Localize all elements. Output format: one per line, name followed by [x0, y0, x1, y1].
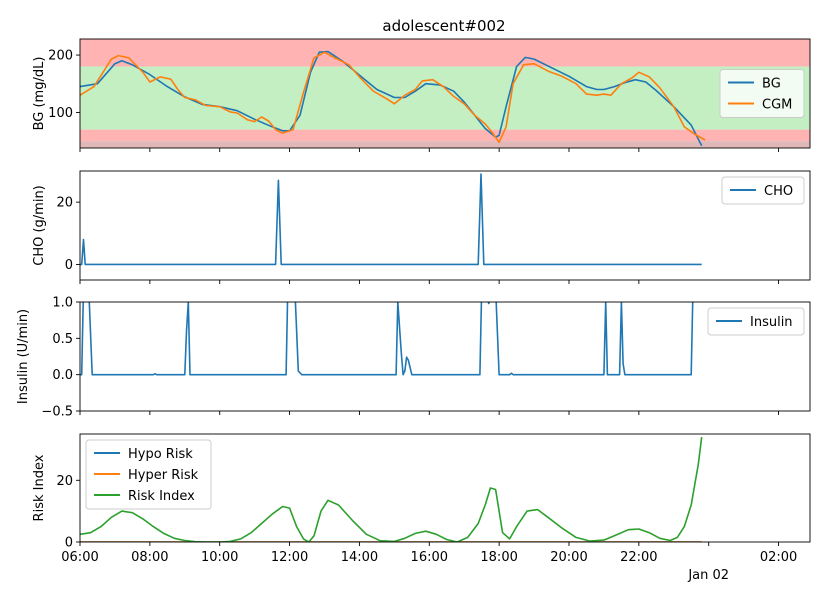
- axes-frame: [79, 170, 811, 281]
- legend: Hypo Risk Hyper Risk Risk Index: [85, 439, 212, 510]
- axes-frame: [79, 38, 811, 149]
- legend-label: Insulin: [750, 315, 793, 330]
- x-tick-label: 20:00: [550, 550, 587, 565]
- y-tick-label: 0: [65, 536, 73, 551]
- y-tick-label: 200: [48, 49, 73, 64]
- legend: CHO: [721, 176, 805, 205]
- y-axis-label: Risk Index: [32, 454, 47, 521]
- legend-label: CGM: [762, 98, 792, 113]
- series-line-risk-index: [80, 437, 703, 542]
- plot-area: [80, 173, 702, 266]
- legend-label: Hypo Risk: [128, 447, 193, 462]
- x-tick-label: 22:00: [620, 550, 657, 565]
- y-tick-label: 20: [56, 474, 73, 489]
- legend-label: BG: [762, 77, 781, 92]
- panel-3: −0.5 0.0 0.5 1.0 Insulin (U/min) Insulin: [16, 296, 811, 420]
- y-tick-label: 20: [56, 196, 73, 211]
- axes-frame: [79, 433, 811, 543]
- legend-box: [85, 439, 212, 510]
- x-tick-label: 08:00: [131, 550, 168, 565]
- panel-4: 06:00 08:00 10:00 12:00 14:00 16:00 18:00 20:00…: [32, 433, 811, 583]
- x-tick-label: 16:00: [411, 550, 448, 565]
- legend-label: Hyper Risk: [128, 468, 199, 483]
- series-line-cho: [80, 173, 702, 266]
- legend-box: [721, 176, 805, 205]
- series-line-cgm: [80, 51, 706, 144]
- y-tick-label: 0.5: [52, 332, 73, 347]
- x-date-label: Jan 02: [687, 568, 729, 583]
- legend: BG CGM: [719, 69, 805, 118]
- x-tick-label: 06:00: [61, 550, 98, 565]
- bg-band-3: [80, 129, 810, 142]
- y-tick-label: −0.5: [41, 405, 73, 420]
- x-tick-label: 10:00: [201, 550, 238, 565]
- figure-title: adolescent#002: [382, 17, 505, 35]
- y-tick-label: 1.0: [52, 296, 73, 311]
- y-tick-label: 100: [48, 106, 73, 121]
- bg-band-2: [80, 66, 810, 130]
- legend-label: Risk Index: [128, 489, 195, 504]
- bg-band-4: [80, 141, 810, 148]
- plot-area: [80, 437, 703, 542]
- legend-box: [707, 307, 805, 336]
- plot-area: [80, 50, 706, 147]
- axes-frame: [79, 301, 811, 412]
- x-tick-label: 12:00: [271, 550, 308, 565]
- plot-area: [80, 302, 694, 376]
- y-tick-label: 0.0: [52, 368, 73, 383]
- legend-label: CHO: [764, 184, 793, 199]
- legend: Insulin: [707, 307, 805, 336]
- y-tick-label: 0: [65, 258, 73, 273]
- x-tick-label: 14:00: [341, 550, 378, 565]
- y-axis-label: Insulin (U/min): [16, 309, 31, 404]
- y-axis-label: CHO (g/min): [32, 185, 47, 266]
- series-line-insulin: [80, 302, 694, 376]
- bg-band-1: [80, 39, 810, 67]
- y-axis-label: BG (mg/dL): [32, 57, 47, 131]
- panel-2: 0 20 CHO (g/min) CHO: [32, 170, 811, 284]
- x-tick-label: 02:00: [760, 550, 797, 565]
- x-tick-label: 18:00: [480, 550, 517, 565]
